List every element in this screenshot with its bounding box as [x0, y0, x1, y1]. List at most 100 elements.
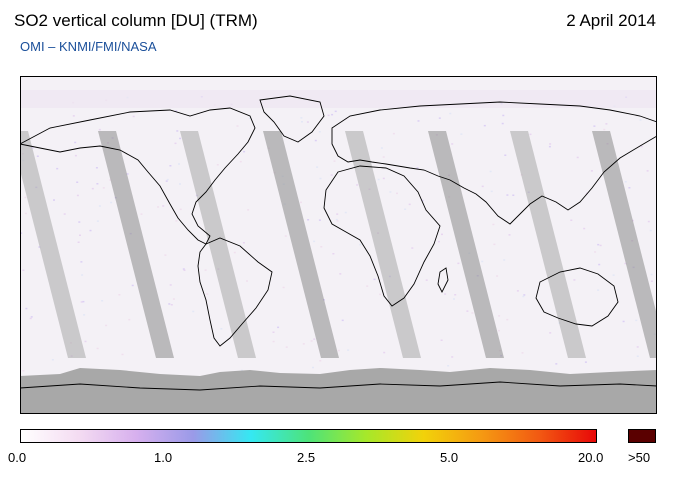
noise-speckle: [179, 183, 181, 185]
noise-speckle: [584, 361, 587, 363]
antarctic-no-data-region: [20, 368, 657, 414]
noise-speckle: [89, 229, 92, 232]
no-data-swath: [510, 131, 586, 358]
noise-speckle: [382, 156, 385, 158]
noise-speckle: [183, 269, 186, 271]
map-background: [20, 76, 657, 414]
noise-speckle: [647, 220, 650, 223]
noise-speckle: [373, 278, 376, 281]
noise-speckle: [236, 125, 239, 127]
noise-speckle: [157, 206, 160, 208]
noise-speckle: [622, 320, 625, 323]
noise-speckle: [314, 139, 317, 142]
noise-speckle: [284, 235, 287, 237]
noise-speckle: [82, 300, 85, 303]
noise-speckle: [425, 279, 428, 281]
noise-speckle: [319, 177, 322, 180]
noise-speckle: [330, 174, 333, 176]
noise-speckle: [216, 164, 219, 166]
noise-speckle: [285, 346, 288, 348]
noise-speckle: [248, 117, 251, 120]
noise-speckle: [603, 128, 606, 131]
noise-speckle: [640, 145, 643, 148]
noise-speckle: [242, 242, 245, 244]
noise-speckle: [53, 199, 55, 201]
noise-speckle: [101, 300, 104, 302]
noise-speckle: [204, 269, 207, 271]
noise-speckle: [246, 280, 248, 282]
noise-speckle: [118, 294, 121, 296]
noise-speckle: [481, 185, 484, 188]
noise-speckle: [624, 181, 627, 183]
noise-speckle: [36, 155, 39, 157]
noise-speckle: [192, 310, 195, 313]
noise-speckle: [318, 131, 321, 133]
noise-speckle: [347, 349, 350, 351]
noise-speckle: [178, 163, 180, 165]
noise-speckle: [169, 165, 172, 167]
noise-speckle: [79, 234, 81, 236]
noise-speckle: [282, 286, 285, 289]
noise-speckle: [594, 251, 597, 253]
noise-speckle: [583, 227, 586, 230]
noise-speckle: [359, 243, 362, 246]
noise-speckle: [366, 285, 369, 287]
noise-speckle: [24, 196, 27, 199]
noise-speckle: [336, 220, 339, 222]
arctic-noise-band: [20, 90, 657, 108]
data-credit: OMI – KNMI/FMI/NASA: [20, 39, 157, 54]
noise-speckle: [646, 170, 649, 172]
noise-speckle: [96, 347, 99, 350]
noise-speckle: [74, 154, 77, 157]
noise-speckle: [416, 167, 419, 169]
noise-speckle: [109, 179, 112, 181]
no-data-swaths: [20, 131, 657, 358]
noise-speckle: [501, 122, 504, 125]
noise-speckle: [380, 147, 383, 149]
noise-speckle: [162, 205, 165, 207]
noise-speckle: [471, 312, 474, 314]
noise-speckle: [631, 219, 634, 222]
noise-speckle: [140, 213, 143, 215]
noise-speckle: [344, 211, 347, 214]
noise-speckle: [220, 328, 223, 330]
noise-speckle: [102, 187, 105, 189]
noise-speckle: [313, 240, 316, 243]
noise-speckle: [176, 130, 179, 132]
noise-speckle: [98, 205, 101, 207]
greenland-coast: [259, 95, 325, 143]
noise-speckle: [481, 260, 484, 263]
noise-speckle: [95, 167, 98, 169]
noise-speckle: [319, 360, 322, 362]
no-data-swath: [592, 131, 657, 358]
noise-speckle: [22, 370, 25, 372]
no-data-swath: [20, 131, 86, 358]
noise-speckle: [334, 110, 337, 113]
south-america-coast: [197, 237, 273, 347]
noise-speckle: [506, 318, 509, 321]
colorbar-label-1: 1.0: [154, 450, 173, 465]
noise-speckle: [169, 284, 172, 286]
noise-speckle: [272, 331, 275, 333]
noise-speckle: [170, 304, 173, 306]
noise-speckle: [636, 346, 639, 348]
noise-speckle: [179, 208, 182, 211]
noise-speckle: [313, 338, 316, 340]
noise-speckle: [508, 234, 511, 236]
noise-speckle: [272, 340, 275, 343]
noise-speckle: [548, 145, 551, 148]
noise-speckle: [105, 324, 108, 327]
noise-speckle: [447, 365, 450, 367]
noise-speckle: [239, 160, 242, 163]
noise-speckle: [175, 220, 178, 222]
noise-speckle: [331, 113, 334, 116]
noise-speckle: [121, 353, 124, 356]
noise-speckle: [573, 279, 576, 281]
no-data-swath: [98, 131, 174, 358]
noise-speckle: [335, 218, 338, 221]
noise-speckle: [379, 293, 382, 296]
noise-speckle: [168, 303, 171, 305]
noise-speckle: [506, 194, 509, 196]
noise-speckle: [63, 213, 66, 215]
noise-speckle: [549, 332, 552, 334]
